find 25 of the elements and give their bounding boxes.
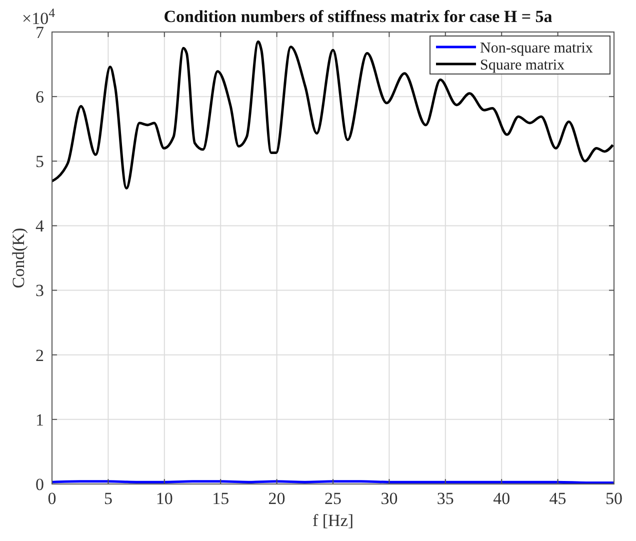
y-tick-label: 5 (36, 152, 44, 172)
legend-label: Square matrix (480, 57, 566, 74)
y-tick-label: 0 (36, 474, 44, 494)
legend-label: Non-square matrix (480, 40, 594, 56)
x-tick-label: 5 (104, 489, 112, 508)
y-tick-label: 1 (36, 410, 44, 430)
x-tick-label: 35 (436, 489, 454, 508)
y-axis-title: Cond(K) (9, 228, 28, 288)
x-tick-label: 0 (48, 489, 56, 508)
line-series (50, 40, 614, 190)
y-tick-label: 2 (36, 346, 44, 365)
x-tick-label: 50 (606, 489, 622, 508)
x-tick-label: 30 (380, 489, 398, 508)
y-tick-label: 3 (36, 281, 44, 300)
x-tick-label: 45 (549, 489, 566, 508)
y-tick-label: 6 (36, 88, 44, 107)
y-tick-label: 4 (36, 216, 44, 236)
x-tick-label: 40 (493, 489, 510, 508)
x-tick-label: 10 (156, 489, 173, 508)
x-tick-label: 20 (268, 489, 286, 508)
text: ×10$^{4}$ (22, 6, 56, 28)
x-axis-title: f [Hz] (312, 511, 354, 530)
chart-title: Condition numbers of stiffness matrix for case H = 5a (164, 7, 553, 26)
x-tick-label: 15 (212, 489, 230, 508)
x-tick-label: 25 (324, 489, 342, 508)
